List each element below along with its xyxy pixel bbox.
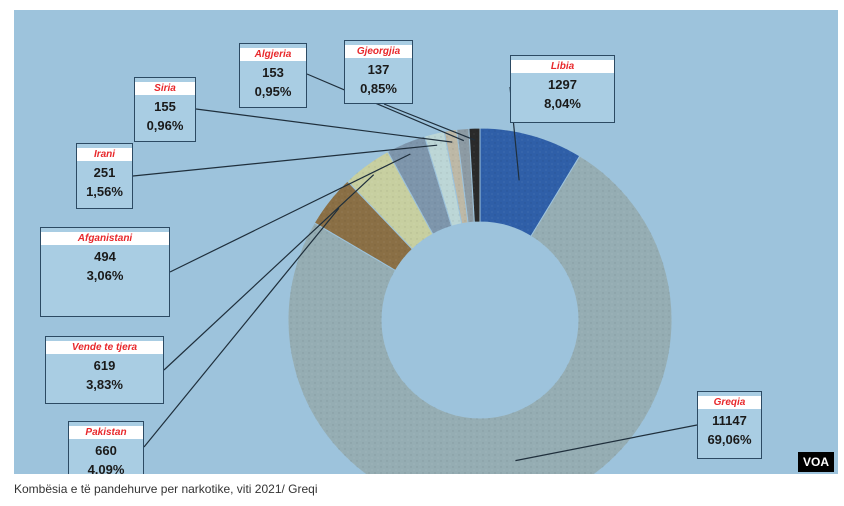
leader-line-vende-te-tjera (163, 174, 375, 371)
callout-algjeria: Algjeria 153 0,95% (239, 43, 307, 108)
callout-gjeorgjia: Gjeorgjia 137 0,85% (344, 40, 413, 104)
callout-percent: 0,95% (254, 84, 292, 99)
callout-name: Libia (511, 60, 614, 73)
callout-percent: 4,09% (87, 462, 125, 474)
callout-name: Gjeorgjia (345, 45, 412, 58)
callout-name: Pakistan (69, 426, 143, 439)
leader-line-algjeria (306, 73, 465, 142)
callout-afganistani: Afganistani 494 3,06% (40, 227, 170, 317)
callout-value: 155 (154, 99, 176, 114)
leader-line-gjeorgjia (383, 103, 476, 141)
chart-frame: Gjeorgjia 137 0,85% Algjeria 153 0,95% S… (14, 10, 838, 474)
callout-value: 660 (95, 443, 117, 458)
slice-texture (288, 155, 672, 474)
callout-name: Afganistani (41, 232, 169, 245)
callout-libia: Libia 1297 8,04% (510, 55, 615, 123)
leader-line-greqia (515, 424, 698, 462)
callout-value: 11147 (712, 413, 747, 428)
callout-pakistan: Pakistan 660 4,09% (68, 421, 144, 474)
callout-percent: 0,96% (146, 118, 184, 133)
leader-line-siria (195, 108, 453, 143)
callout-percent: 1,56% (86, 184, 123, 199)
callout-percent: 3,06% (86, 268, 124, 283)
callout-name: Algjeria (240, 48, 306, 61)
donut-chart (132, 73, 698, 474)
slice-texture (480, 128, 580, 237)
callout-name: Irani (77, 148, 132, 161)
callout-name: Vende te tjera (46, 341, 163, 354)
image-caption: Kombësia e të pandehurve per narkotike, … (14, 482, 318, 496)
callout-value: 619 (93, 358, 116, 373)
callout-percent: 69,06% (707, 432, 752, 447)
leader-line-afganistani (169, 153, 411, 273)
leader-line-pakistan (143, 207, 340, 448)
slice-texture (314, 181, 413, 271)
callout-percent: 3,83% (86, 377, 123, 392)
slice-texture (387, 136, 452, 235)
callout-vende-te-tjera: Vende te tjera 619 3,83% (45, 336, 164, 404)
callout-value: 494 (94, 249, 116, 264)
slice-texture (444, 129, 469, 224)
callout-value: 1297 (548, 77, 577, 92)
callout-value: 153 (262, 65, 284, 80)
callout-irani: Irani 251 1,56% (76, 143, 133, 209)
callout-percent: 8,04% (544, 96, 581, 111)
voa-logo: VOA (797, 452, 834, 472)
callout-value: 251 (93, 165, 116, 180)
callout-value: 137 (367, 62, 390, 77)
callout-greqia: Greqia 11147 69,06% (697, 391, 762, 459)
callout-name: Siria (135, 82, 195, 95)
callout-percent: 0,85% (360, 81, 397, 96)
callout-siria: Siria 155 0,96% (134, 77, 196, 142)
slice-texture (347, 151, 433, 250)
slice-texture (468, 128, 480, 223)
slice-texture (424, 131, 462, 227)
callout-name: Greqia (698, 396, 761, 409)
leader-line-irani (132, 144, 438, 177)
